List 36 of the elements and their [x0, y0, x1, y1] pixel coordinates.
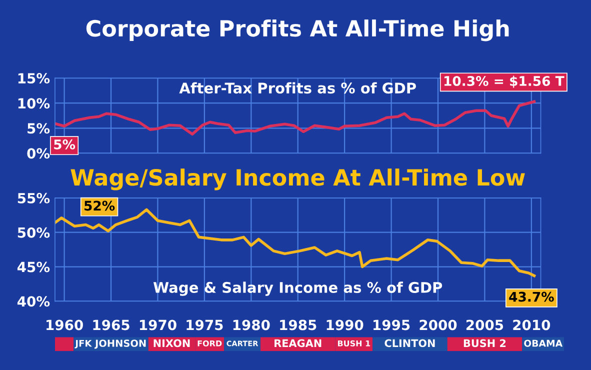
y-tick-label: 40% [17, 296, 50, 307]
x-tick-label: 1960 [46, 320, 83, 330]
series-label: JOHNSON [94, 340, 146, 349]
chart-subtitle: After-Tax Profits as % of GDP [179, 82, 416, 94]
text: Wage & Salary Income as % of GDP [153, 282, 442, 296]
y-tick-label: 10% [18, 98, 50, 109]
x-tick-label: 1975 [186, 320, 223, 330]
series-label: NIXON [154, 339, 190, 348]
y-tick-label: 5% [28, 123, 50, 134]
annotation: 52% [84, 200, 115, 211]
annotation: 5% [54, 139, 76, 150]
y-tick-label: 15% [18, 73, 50, 84]
bar [54, 337, 74, 352]
annotation: 10.3% = $1.56 T [444, 76, 564, 88]
series-label: CLINTON [384, 339, 435, 348]
annotation: 43.7% [509, 292, 554, 302]
y-tick-label: 55% [18, 192, 50, 204]
x-tick-label: 1970 [140, 320, 176, 330]
x-tick-label: 1985 [280, 320, 316, 330]
y-tick-label: 45% [17, 262, 50, 272]
y-tick-label: 0% [27, 148, 50, 159]
chart-title: Corporate Profits At All-Time High [86, 20, 509, 42]
x-tick-label: 1965 [93, 320, 130, 330]
series-label: REAGAN [274, 339, 322, 348]
x-tick-label: 2000 [420, 320, 457, 330]
x-tick-label: 2010 [513, 320, 550, 330]
y-tick-label: 50% [18, 227, 50, 238]
x-tick-label: 1980 [233, 320, 270, 330]
series-label: BUSH 2 [464, 339, 506, 348]
chart-title: Wage/Salary Income At All-Time Low [70, 168, 525, 190]
series-label: OBAMA [524, 340, 563, 347]
x-tick-label: 1990 [326, 320, 364, 330]
x-tick-label: 1995 [374, 320, 410, 330]
series-label: JFK [74, 340, 92, 348]
line-series [54, 100, 536, 136]
x-tick-label: 2005 [466, 320, 504, 330]
